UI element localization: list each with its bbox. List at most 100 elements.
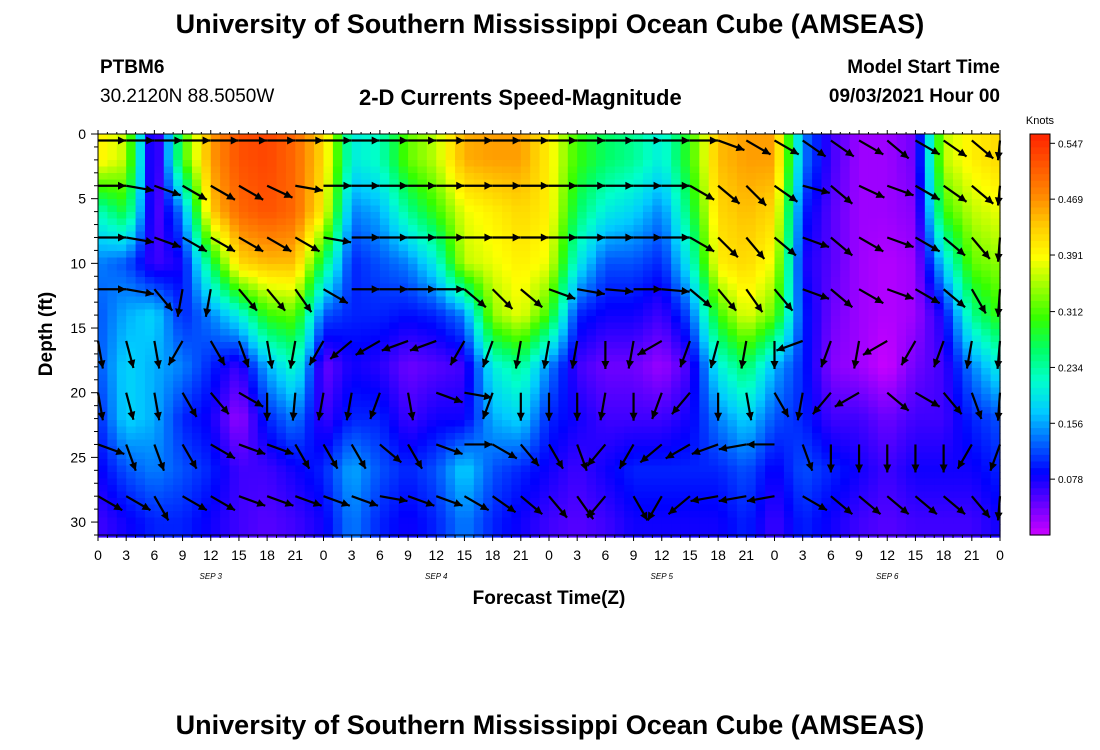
heat-cell	[859, 394, 870, 402]
heat-cell	[793, 322, 804, 330]
heat-cell	[370, 452, 381, 460]
heat-cell	[370, 316, 381, 324]
heat-cell	[135, 394, 146, 402]
heat-cell	[567, 387, 578, 395]
heat-cell	[586, 251, 597, 259]
heat-cell	[408, 277, 419, 285]
heat-cell	[398, 335, 409, 343]
heat-cell	[633, 283, 644, 291]
heat-cell	[727, 335, 738, 343]
heat-cell	[953, 394, 964, 402]
heat-cell	[671, 355, 682, 363]
heat-cell	[887, 283, 898, 291]
heat-cell	[502, 368, 513, 376]
heat-cell	[906, 186, 917, 194]
heat-cell	[962, 309, 973, 317]
heat-cell	[323, 257, 334, 265]
heat-cell	[379, 296, 390, 304]
heat-cell	[981, 147, 992, 155]
heat-cell	[774, 400, 785, 408]
heat-cell	[126, 290, 137, 298]
heat-cell	[877, 173, 888, 181]
heat-cell	[342, 309, 353, 317]
heat-cell	[558, 355, 569, 363]
heat-cell	[455, 335, 466, 343]
heat-cell	[774, 244, 785, 252]
heat-cell	[351, 342, 362, 350]
heat-cell	[896, 322, 907, 330]
heat-cell	[379, 212, 390, 220]
heat-cell	[943, 153, 954, 161]
heat-cell	[642, 218, 653, 226]
heat-cell	[736, 446, 747, 454]
heat-cell	[812, 335, 823, 343]
heat-cell	[502, 335, 513, 343]
heat-cell	[906, 433, 917, 441]
heat-cell	[182, 407, 193, 415]
heat-cell	[229, 309, 240, 317]
heat-cell	[163, 264, 174, 272]
heat-cell	[502, 355, 513, 363]
heat-cell	[708, 420, 719, 428]
heat-cell	[135, 413, 146, 421]
heat-cell	[248, 335, 259, 343]
heat-cell	[107, 316, 118, 324]
heat-cell	[727, 238, 738, 246]
heat-cell	[830, 173, 841, 181]
heat-cell	[624, 446, 635, 454]
heat-cell	[135, 303, 146, 311]
heat-cell	[567, 199, 578, 207]
heat-cell	[755, 446, 766, 454]
heat-cell	[417, 361, 428, 369]
heat-cell	[473, 251, 484, 259]
heat-cell	[586, 147, 597, 155]
heat-cell	[417, 212, 428, 220]
heat-cell	[549, 166, 559, 174]
heat-cell	[671, 218, 682, 226]
heat-cell	[586, 244, 597, 252]
heat-cell	[351, 147, 362, 155]
heat-cell	[285, 283, 296, 291]
heat-cell	[436, 303, 447, 311]
heat-cell	[520, 465, 531, 473]
heat-cell	[135, 257, 146, 265]
heat-cell	[990, 160, 1001, 168]
heat-cell	[727, 394, 738, 402]
heat-cell	[163, 270, 174, 278]
heat-cell	[718, 361, 729, 369]
heat-cell	[116, 192, 127, 200]
heat-cell	[868, 394, 879, 402]
heat-cell	[840, 264, 851, 272]
heat-cell	[502, 244, 513, 252]
heat-cell	[98, 140, 108, 148]
heat-cell	[436, 270, 447, 278]
heat-cell	[520, 342, 531, 350]
heat-cell	[558, 309, 569, 317]
heat-cell	[699, 439, 710, 447]
heat-cell	[934, 192, 945, 200]
heat-cell	[962, 335, 973, 343]
heat-cell	[642, 173, 653, 181]
heat-cell	[840, 257, 851, 265]
heat-cell	[755, 277, 766, 285]
heat-cell	[586, 439, 597, 447]
heat-cell	[398, 238, 409, 246]
heat-cell	[445, 140, 456, 148]
heat-cell	[201, 420, 212, 428]
heat-cell	[840, 426, 851, 434]
heat-cell	[210, 264, 221, 272]
heat-cell	[887, 173, 898, 181]
heat-cell	[379, 374, 390, 382]
heat-cell	[426, 238, 437, 246]
heat-cell	[624, 374, 635, 382]
heat-cell	[887, 426, 898, 434]
heat-cell	[267, 439, 278, 447]
heat-cell	[934, 381, 945, 389]
heat-cell	[906, 179, 917, 187]
heat-cell	[924, 368, 935, 376]
heat-cell	[962, 166, 973, 174]
heat-cell	[868, 244, 879, 252]
heat-cell	[567, 465, 578, 473]
heat-cell	[154, 238, 165, 246]
heat-cell	[295, 387, 306, 395]
